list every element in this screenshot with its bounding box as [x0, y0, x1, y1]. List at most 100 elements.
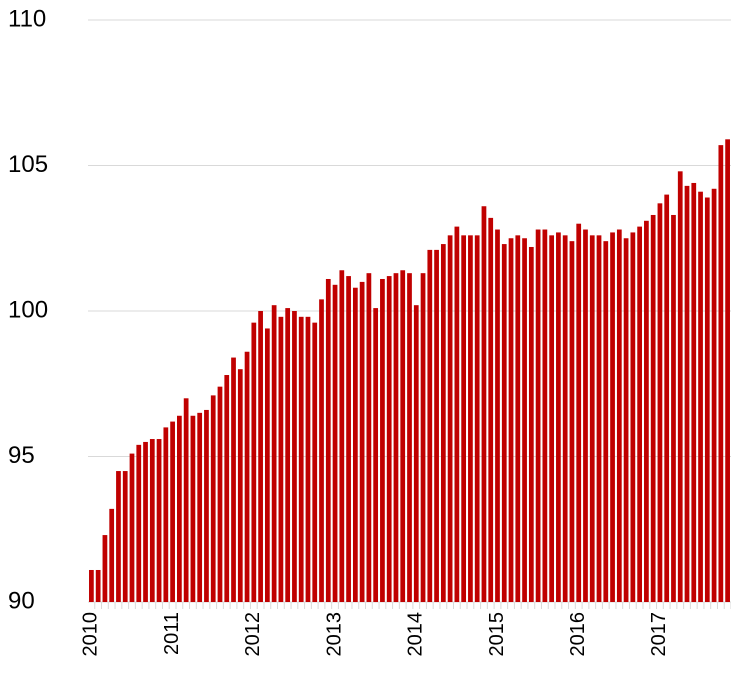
bar [143, 441, 148, 602]
bar [359, 281, 365, 602]
bar [447, 235, 453, 602]
bar [603, 241, 609, 602]
bar [515, 235, 521, 602]
bar [677, 171, 683, 602]
bar [589, 235, 595, 602]
bar [569, 241, 575, 602]
bar [244, 351, 250, 602]
bar [474, 235, 480, 602]
bar [380, 278, 385, 602]
bar [177, 415, 182, 602]
bar [278, 316, 284, 602]
bar [427, 249, 433, 602]
bar [109, 508, 115, 602]
bar [542, 229, 548, 602]
bar [116, 471, 121, 602]
bar [508, 238, 514, 602]
y-tick-label: 95 [8, 442, 35, 469]
bar [102, 535, 108, 602]
bar [725, 139, 730, 602]
x-tick-label: 2012 [242, 612, 264, 657]
bar [630, 232, 636, 602]
y-tick-label: 110 [8, 5, 46, 32]
bar [583, 229, 588, 602]
x-tick-label: 2015 [486, 612, 508, 657]
bar [644, 220, 649, 603]
bar [210, 395, 216, 602]
bar [204, 409, 209, 602]
bar [264, 328, 270, 602]
bar [386, 276, 392, 602]
bar [319, 299, 324, 602]
bar [312, 322, 318, 602]
bar [501, 244, 507, 602]
bar [556, 232, 561, 602]
bar [339, 270, 345, 602]
bar [136, 444, 142, 602]
bar [420, 273, 426, 602]
bar [637, 226, 642, 603]
bar [684, 185, 690, 602]
bar [285, 308, 291, 602]
bar [217, 386, 223, 602]
x-tick-label: 2017 [648, 612, 670, 657]
y-tick-label: 100 [8, 296, 48, 323]
bar [468, 235, 473, 602]
bar [156, 439, 162, 602]
bar [610, 232, 615, 602]
bar [305, 316, 311, 602]
bar [237, 369, 243, 602]
bar [440, 244, 446, 602]
bar [129, 453, 135, 602]
bar [89, 569, 94, 602]
bar [170, 421, 175, 602]
bar [298, 316, 304, 602]
bar [224, 375, 230, 602]
bar [528, 246, 534, 603]
bar [183, 398, 189, 602]
bar [718, 145, 724, 602]
bar [197, 412, 203, 602]
bar [149, 439, 155, 602]
bar [698, 191, 703, 602]
bar [461, 235, 467, 602]
bar [400, 270, 406, 602]
bar [562, 235, 568, 602]
bar [407, 273, 412, 602]
bar [488, 217, 494, 602]
bar [495, 229, 500, 602]
bar [704, 197, 710, 602]
bar [664, 194, 670, 602]
bar [190, 415, 196, 602]
bar [251, 322, 257, 602]
x-tick-label: 2010 [80, 612, 102, 657]
bar [522, 238, 527, 602]
bar [711, 188, 717, 602]
bar [413, 305, 419, 602]
bar [535, 229, 541, 602]
bar [346, 276, 351, 602]
bar [657, 203, 663, 602]
bar [366, 273, 372, 602]
bar [95, 569, 101, 602]
x-tick-label: 2013 [323, 612, 345, 657]
bar [481, 206, 487, 603]
bar [258, 311, 263, 602]
x-tick-label: 2011 [161, 612, 183, 655]
bar [231, 357, 236, 602]
bar [434, 249, 439, 602]
y-tick-label: 90 [8, 587, 35, 614]
bar [163, 427, 169, 602]
bar [623, 238, 629, 602]
bar [671, 214, 676, 602]
bar [650, 214, 656, 602]
bar [616, 229, 622, 602]
bar [691, 182, 697, 602]
bar [325, 278, 331, 602]
bar [332, 284, 338, 602]
bar [292, 311, 297, 602]
y-tick-label: 105 [8, 151, 48, 178]
bar [352, 287, 358, 602]
x-tick-label: 2016 [567, 612, 589, 657]
